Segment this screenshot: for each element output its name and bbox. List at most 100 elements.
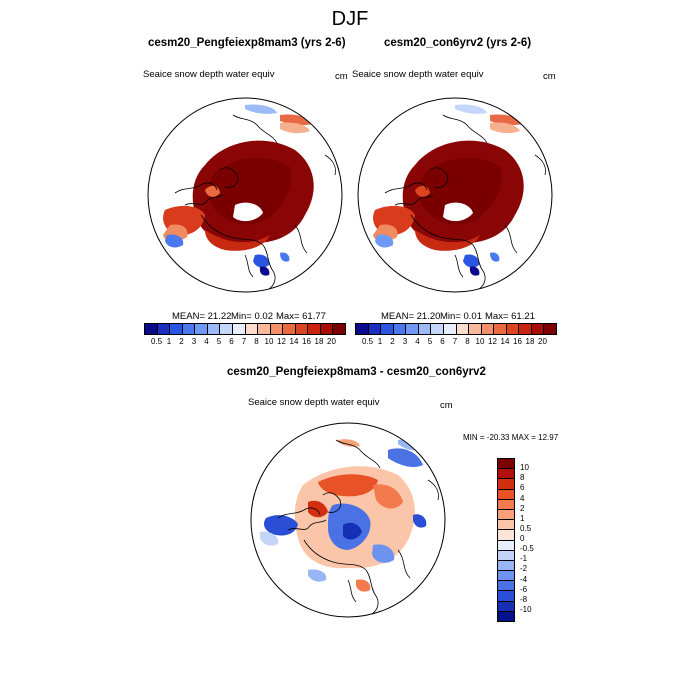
left-colorbar-swatch <box>270 324 284 334</box>
diff-colorbar-tick-label: 1 <box>520 513 525 523</box>
left-stats-max: Max= 61.77 <box>276 311 326 322</box>
diff-coastlines <box>277 439 439 615</box>
right-colorbar-tick-label: 10 <box>475 337 485 346</box>
diff-colorbar-swatch <box>498 560 514 572</box>
right-colorbar-swatch <box>418 324 432 334</box>
diff-colorbar-swatch <box>498 611 514 621</box>
diff-colorbar-tick-label: -6 <box>520 584 528 594</box>
right-colorbar-swatch <box>356 324 369 334</box>
diff-colorbar-tick-label: 8 <box>520 473 525 483</box>
left-units-label: cm <box>335 71 348 82</box>
right-coastlines <box>384 114 546 290</box>
diff-colorbar-swatch <box>498 459 514 470</box>
diff-colorbar-labels: 10 8 6 4 2 1 0.5 0 -0.5 -1 -2 -4 -6 -8 -10 <box>520 458 560 620</box>
diff-colorbar-tick-label: -10 <box>520 604 532 614</box>
right-colorbar-swatch <box>494 324 507 334</box>
right-colorbar-tick-label: 7 <box>452 337 458 346</box>
diff-colorbar-swatch <box>498 601 514 612</box>
left-colorbar-tick-label: 0.5 <box>150 337 163 346</box>
right-colorbar-tick-label: 4 <box>415 337 420 346</box>
diff-snow-field <box>260 439 427 592</box>
right-colorbar-swatch <box>443 324 457 334</box>
diff-colorbar-swatch <box>498 530 514 541</box>
right-colorbar-swatch <box>406 324 419 334</box>
diff-colorbar-tick-label: 0 <box>520 534 525 543</box>
left-colorbar-swatch <box>258 324 271 334</box>
right-colorbar-tick-label: 20 <box>538 337 547 346</box>
diff-colorbar-tick-label: -0.5 <box>520 544 534 554</box>
right-colorbar-swatch <box>481 324 495 334</box>
diff-colorbar-tick-label: -2 <box>520 564 528 574</box>
right-variable-label: Seaice snow depth water equiv <box>352 69 484 80</box>
left-coastlines <box>174 114 336 290</box>
left-colorbar-tick-label: 4 <box>204 337 209 346</box>
diff-colorbar-tick-label: 10 <box>520 463 529 473</box>
left-variable-label: Seaice snow depth water equiv <box>143 69 275 80</box>
diff-colorbar-tick-label: 6 <box>520 483 525 493</box>
left-colorbar-swatch <box>333 324 345 334</box>
figure-title: DJF <box>331 8 369 30</box>
left-colorbar-swatch <box>308 324 321 334</box>
left-colorbar-swatch <box>232 324 246 334</box>
diff-colorbar-swatch <box>498 571 514 582</box>
left-colorbar <box>144 323 346 335</box>
left-colorbar-tick-label: 2 <box>179 337 184 346</box>
diff-colorbar-swatch <box>498 469 514 480</box>
left-colorbar-swatch <box>245 324 259 334</box>
left-colorbar-tick-label: 18 <box>314 337 324 346</box>
diff-colorbar-swatch <box>498 499 514 510</box>
diff-colorbar-swatch <box>498 550 514 561</box>
left-colorbar-tick-label: 20 <box>327 337 336 346</box>
right-colorbar-tick-label: 3 <box>402 337 408 346</box>
diff-colorbar-swatch <box>498 509 514 521</box>
left-colorbar-swatch <box>220 324 233 334</box>
left-colorbar-tick-label: 3 <box>191 337 197 346</box>
right-colorbar-tick-label: 12 <box>488 337 497 346</box>
diff-colorbar-swatch <box>498 479 514 490</box>
left-colorbar-swatch <box>207 324 221 334</box>
diff-colorbar-swatch <box>498 581 514 592</box>
right-colorbar-tick-label: 1 <box>377 337 383 346</box>
diff-polar-map <box>250 422 446 618</box>
right-panel-title: cesm20_con6yrv2 (yrs 2-6) <box>384 37 532 49</box>
right-colorbar-tick-label: 18 <box>525 337 535 346</box>
right-colorbar <box>355 323 557 335</box>
right-colorbar-swatch <box>393 324 407 334</box>
left-colorbar-swatch <box>295 324 309 334</box>
left-colorbar-swatch <box>145 324 158 334</box>
right-colorbar-tick-label: 0.5 <box>361 337 374 346</box>
diff-colorbar-tick-label: -8 <box>520 594 528 604</box>
right-colorbar-swatch <box>431 324 444 334</box>
diff-colorbar-swatch <box>498 591 514 602</box>
left-colorbar-tick-label: 12 <box>277 337 286 346</box>
right-colorbar-tick-label: 5 <box>427 337 433 346</box>
left-colorbar-tick-label: 8 <box>254 337 259 346</box>
left-colorbar-tick-label: 10 <box>264 337 274 346</box>
right-polar-map <box>357 97 553 293</box>
right-colorbar-swatch <box>469 324 482 334</box>
right-units-label: cm <box>543 71 556 82</box>
right-colorbar-labels: 0.5 1 2 3 4 5 6 7 8 10 12 14 16 18 20 <box>355 337 555 349</box>
left-colorbar-swatch <box>320 324 334 334</box>
right-colorbar-tick-label: 2 <box>390 337 395 346</box>
diff-variable-label: Seaice snow depth water equiv <box>248 397 380 408</box>
diff-colorbar <box>497 458 515 622</box>
diff-colorbar-swatch <box>498 489 514 500</box>
diff-colorbar-tick-label: -1 <box>520 554 528 564</box>
left-colorbar-tick-label: 5 <box>216 337 222 346</box>
diff-colorbar-swatch <box>498 520 514 531</box>
right-stats-max: Max= 61.21 <box>485 311 535 322</box>
right-colorbar-swatch <box>519 324 532 334</box>
diff-colorbar-tick-label: 4 <box>520 493 525 503</box>
right-colorbar-swatch <box>368 324 382 334</box>
right-stats-min: Min= 0.01 <box>440 311 482 322</box>
diff-stats-minmax: MIN = -20.33 MAX = 12.97 <box>463 433 559 442</box>
diff-panel-title: cesm20_Pengfeiexp8mam3 - cesm20_con6yrv2 <box>227 366 486 378</box>
diff-colorbar-tick-label: 2 <box>520 503 525 513</box>
right-colorbar-tick-label: 14 <box>500 337 510 346</box>
right-colorbar-swatch <box>506 324 520 334</box>
left-colorbar-tick-label: 1 <box>166 337 172 346</box>
left-colorbar-tick-label: 7 <box>241 337 247 346</box>
right-colorbar-swatch <box>531 324 545 334</box>
diff-colorbar-swatch <box>498 540 514 551</box>
